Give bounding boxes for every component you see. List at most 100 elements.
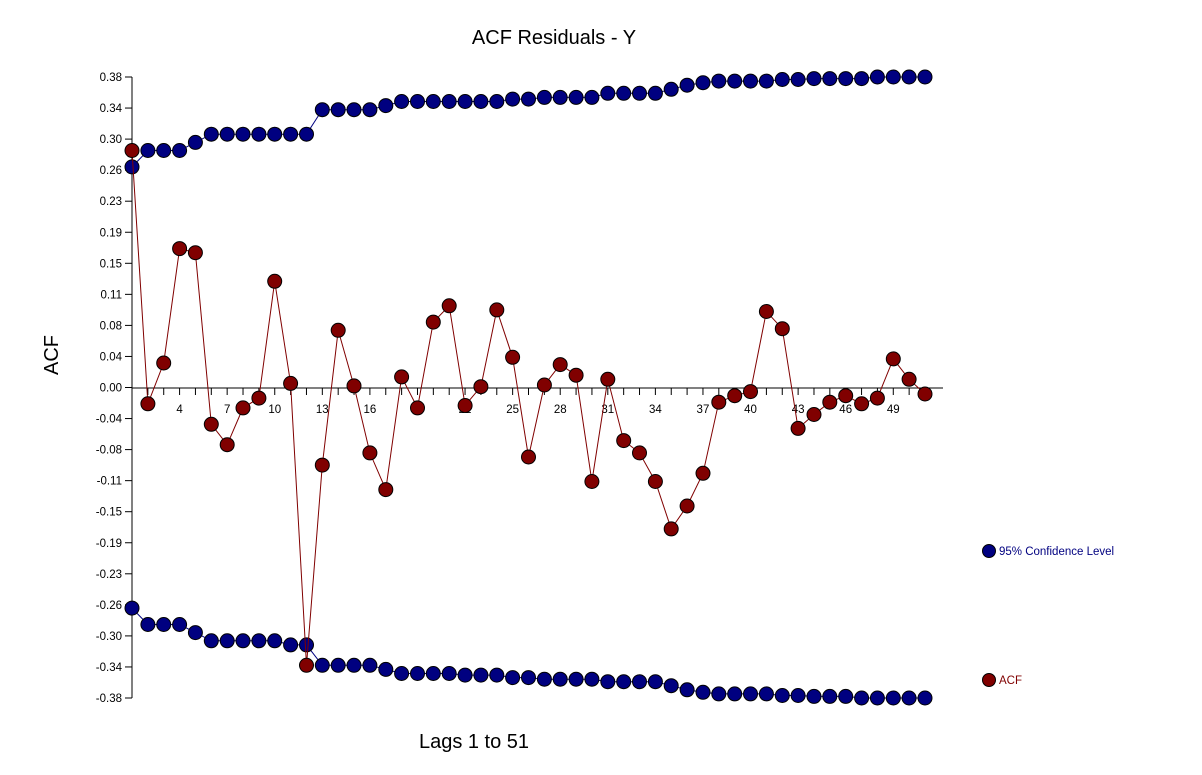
acf-point bbox=[394, 369, 410, 385]
y-ticks: 0.38 0.34 0.30 0.26 0.23 0.19 0.15 0.11 0.08 0.04… bbox=[96, 72, 132, 705]
confidence-upper-point bbox=[156, 143, 172, 158]
confidence-lower-point bbox=[711, 686, 727, 702]
confidence-lower-point bbox=[616, 674, 632, 690]
acf-point bbox=[854, 396, 870, 412]
confidence-lower-point bbox=[854, 690, 870, 706]
confidence-lower-point bbox=[394, 666, 410, 681]
confidence-lower-point bbox=[584, 671, 600, 687]
legend-marker-confidence bbox=[982, 544, 996, 558]
acf-point bbox=[378, 482, 394, 498]
y-tick-label: -0.23 bbox=[96, 569, 122, 581]
x-ticks: 471013161922252831343740434649 bbox=[131, 388, 926, 416]
x-axis-label: Lags 1 to 51 bbox=[419, 731, 529, 753]
x-tick-label: 40 bbox=[744, 404, 757, 416]
acf-line bbox=[131, 150, 926, 666]
y-tick-label: 0.23 bbox=[100, 196, 122, 208]
confidence-upper-point bbox=[330, 102, 346, 118]
confidence-upper-point bbox=[314, 102, 330, 118]
acf-point bbox=[362, 445, 378, 461]
acf-point bbox=[410, 400, 425, 416]
acf-point bbox=[552, 357, 568, 373]
confidence-lower-point bbox=[140, 617, 156, 632]
legend: 95% Confidence Level ACF bbox=[982, 544, 1114, 687]
confidence-lower-point bbox=[758, 686, 774, 702]
confidence-lower-point bbox=[410, 666, 425, 681]
acf-point bbox=[330, 322, 346, 338]
confidence-upper-point bbox=[647, 85, 663, 101]
acf-point bbox=[806, 407, 822, 422]
x-tick-label: 31 bbox=[601, 404, 614, 416]
confidence-lower-point bbox=[568, 671, 584, 687]
x-tick-label: 43 bbox=[792, 404, 805, 416]
confidence-lower-point bbox=[457, 667, 473, 683]
confidence-lower-point bbox=[774, 688, 790, 703]
confidence-lower-point bbox=[203, 633, 219, 649]
acf-point bbox=[536, 377, 552, 393]
acf-point bbox=[600, 371, 616, 387]
acf-point bbox=[140, 396, 156, 412]
confidence-upper-point bbox=[663, 81, 679, 97]
confidence-upper-point bbox=[489, 94, 505, 109]
acf-point bbox=[283, 375, 299, 391]
acf-point bbox=[822, 394, 838, 410]
confidence-lower-point bbox=[124, 600, 140, 616]
acf-point bbox=[172, 241, 188, 257]
confidence-lower-point bbox=[885, 690, 901, 706]
y-tick-label: 0.04 bbox=[100, 351, 123, 363]
confidence-lower-point bbox=[806, 688, 822, 704]
confidence-upper-point bbox=[552, 89, 568, 105]
confidence-upper-point bbox=[536, 89, 552, 105]
acf-point bbox=[156, 355, 172, 371]
acf-point bbox=[885, 351, 901, 367]
confidence-lower-point bbox=[346, 657, 362, 673]
y-tick-label: -0.08 bbox=[96, 445, 122, 457]
confidence-lower-point bbox=[679, 682, 695, 698]
acf-point bbox=[647, 474, 663, 489]
acf-point bbox=[774, 321, 790, 337]
confidence-upper-point bbox=[394, 94, 410, 109]
acf-point bbox=[299, 657, 314, 673]
y-tick-label: 0.11 bbox=[100, 289, 122, 301]
x-tick-label: 25 bbox=[506, 404, 519, 416]
confidence-upper-point bbox=[425, 94, 441, 109]
chart-title: ACF Residuals - Y bbox=[472, 27, 636, 49]
confidence-upper-point bbox=[711, 73, 727, 89]
confidence-upper-line bbox=[131, 76, 925, 168]
acf-point bbox=[521, 449, 536, 465]
x-tick-label: 37 bbox=[697, 404, 710, 416]
acf-point bbox=[838, 388, 854, 404]
confidence-upper-point bbox=[124, 159, 140, 175]
y-tick-label: -0.30 bbox=[96, 631, 122, 643]
confidence-lower-point bbox=[727, 686, 743, 702]
confidence-upper-point bbox=[616, 85, 632, 101]
acf-point bbox=[663, 521, 679, 537]
confidence-lower-point bbox=[425, 666, 441, 681]
acf-point bbox=[632, 445, 647, 461]
confidence-upper-point bbox=[632, 85, 647, 101]
confidence-upper-point bbox=[172, 143, 188, 158]
confidence-lower-point bbox=[822, 688, 838, 704]
confidence-upper-point bbox=[917, 69, 933, 85]
y-tick-label: 0.19 bbox=[100, 227, 122, 239]
confidence-upper-point bbox=[251, 126, 267, 142]
confidence-lower-point bbox=[362, 657, 378, 673]
confidence-lower-point bbox=[267, 633, 283, 649]
x-tick-label: 16 bbox=[364, 404, 377, 416]
y-tick-label: 0.30 bbox=[100, 134, 122, 146]
acf-point bbox=[711, 394, 727, 410]
confidence-lower-point bbox=[663, 678, 679, 694]
y-tick-label: 0.08 bbox=[100, 320, 122, 332]
acf-point bbox=[489, 302, 505, 318]
confidence-lower-point bbox=[647, 674, 663, 690]
confidence-lower-point bbox=[473, 667, 489, 683]
confidence-lower-point bbox=[299, 637, 314, 653]
confidence-lower-point bbox=[521, 670, 536, 686]
confidence-upper-point bbox=[441, 94, 457, 109]
acf-point bbox=[679, 498, 695, 514]
y-axis-label: ACF bbox=[41, 335, 63, 375]
x-tick-label: 13 bbox=[316, 404, 329, 416]
confidence-upper-point bbox=[758, 73, 774, 89]
acf-point bbox=[743, 384, 758, 400]
acf-point bbox=[505, 349, 521, 365]
acf-point bbox=[568, 367, 584, 383]
